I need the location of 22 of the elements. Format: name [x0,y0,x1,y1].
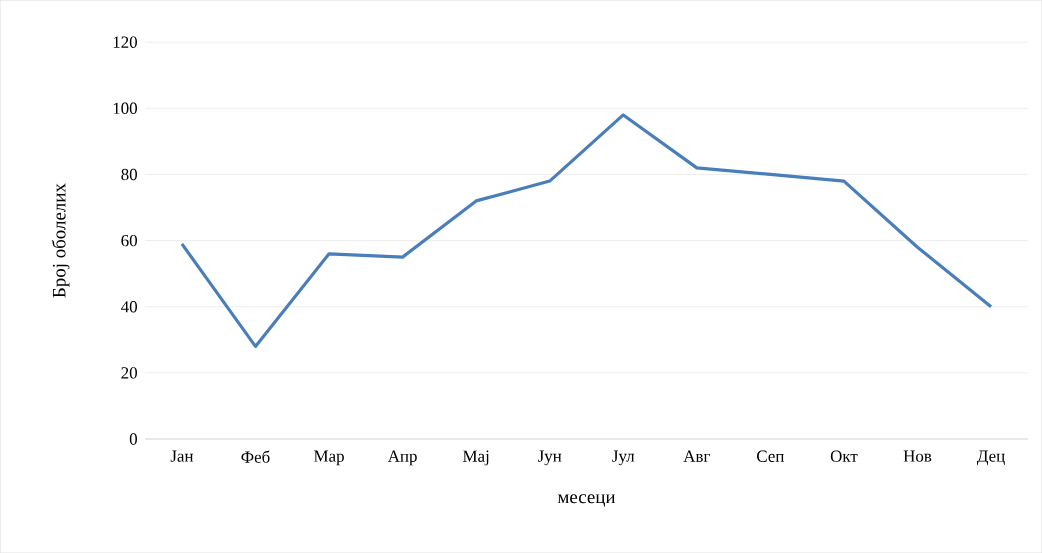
y-axis-title: Број оболелих [51,183,70,298]
x-tick-label: Апр [387,450,417,466]
y-tick-label: 0 [129,433,137,445]
x-tick-label: Сеп [757,450,785,462]
y-tick-label: 100 [113,102,137,114]
y-tick-label: 20 [121,367,137,379]
x-tick-label: Окт [830,450,858,462]
x-axis-title: месеци [557,494,616,507]
y-tick-label: 80 [121,168,137,181]
y-tick-label: 60 [121,234,137,247]
x-tick-label: Мај [463,450,489,466]
x-tick-label: Нов [903,450,932,462]
x-tick-label: Авг [683,450,710,462]
x-tick-label: Јун [538,450,562,466]
y-tick-label: 120 [113,36,137,48]
x-tick-label: Феб [241,450,270,463]
line-series [180,113,993,348]
x-tick-label: Јул [612,450,635,466]
x-tick-label: Мар [314,450,344,466]
y-tick-label: 40 [121,300,137,313]
x-tick-label: Јан [170,450,194,462]
x-tick-label: Дец [976,450,1005,466]
